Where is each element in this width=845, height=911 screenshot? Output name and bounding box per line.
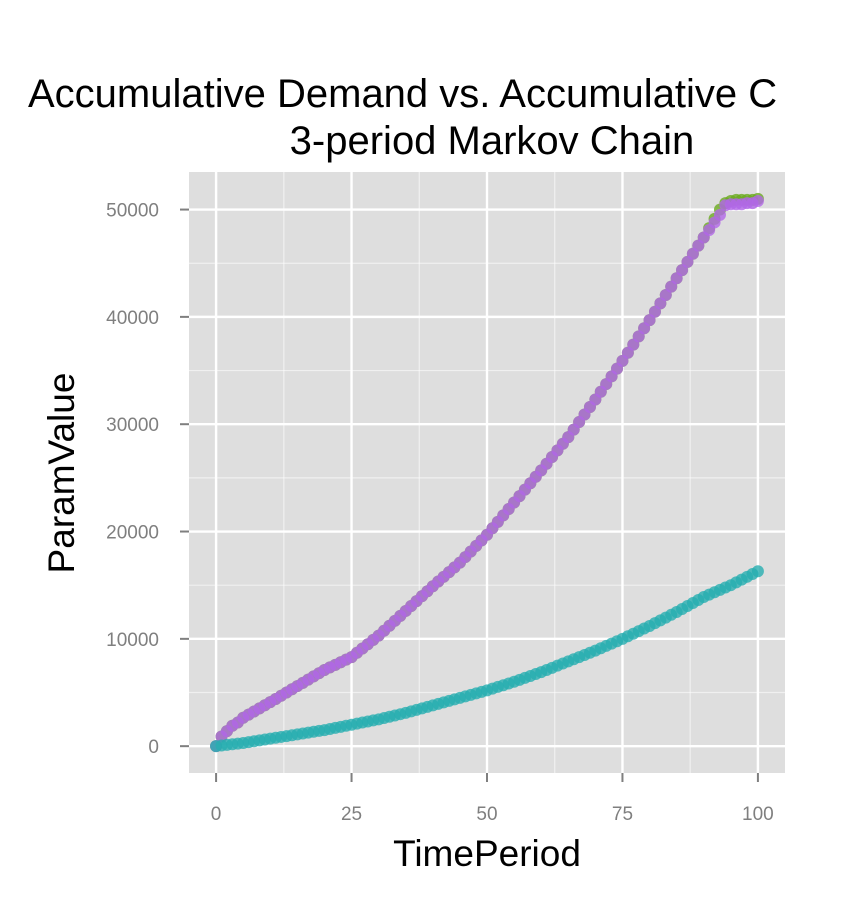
x-tick-label: 25 [341,804,362,825]
y-tick-label: 10000 [106,630,159,651]
y-tick-label: 30000 [106,415,159,436]
data-point [751,565,764,578]
x-tick-label: 75 [612,804,633,825]
series-2 [210,194,764,753]
y-tick-label: 0 [148,737,159,758]
series-3 [210,565,764,753]
chart-title-line2: 3-period Markov Chain [290,119,695,163]
x-tick-label: 100 [742,804,774,825]
grid-layer [189,172,785,773]
chart-title-line1: Accumulative Demand vs. Accumulative C [28,72,777,116]
y-tick-label: 50000 [106,201,159,222]
y-tick-label: 40000 [106,308,159,329]
x-axis-title: TimePeriod [393,833,581,874]
x-tick-label: 0 [211,804,222,825]
data-point [751,194,764,207]
ticks-layer: 0 25 50 75 100 0 10000 20000 30000 40000 50000 [106,201,774,825]
y-axis-title: ParamValue [41,373,82,574]
points-layer [210,192,764,753]
y-tick-label: 20000 [106,523,159,544]
data-point [713,208,726,221]
x-tick-label: 50 [476,804,497,825]
